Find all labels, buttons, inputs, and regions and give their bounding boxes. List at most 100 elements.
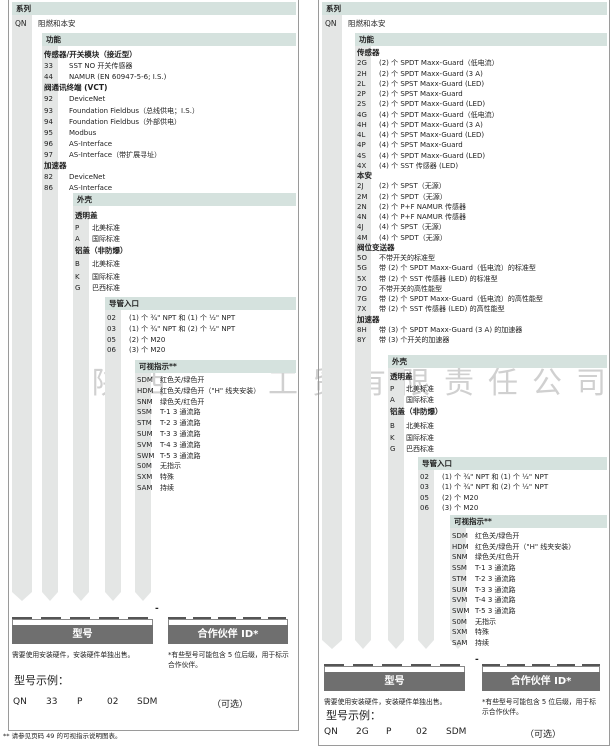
indicator-option-description: 无指示 — [160, 462, 181, 471]
indicator-option-code: HDM — [452, 542, 469, 551]
functions-option-code: 94 — [44, 117, 53, 126]
functions-option-description: (2) 个 P+F NAMUR 传感器 — [379, 202, 466, 211]
indicator-option-code: SSM — [452, 564, 467, 573]
functions-option-description: (4) 个 SPDT Maxx-Guard (3 A) — [379, 120, 483, 129]
indicator-option-description: 红色关/绿色开（"H" 线夹安装） — [160, 386, 261, 395]
indicator-option-code: S0M — [137, 462, 152, 471]
series-description: 阻燃和本安 — [348, 19, 386, 28]
functions-option-code: 2J — [357, 182, 364, 191]
indicator-option-description: T-4 3 通流路 — [475, 596, 516, 605]
housing-option-code: B — [390, 421, 395, 430]
model-example-label: 型号示例： — [14, 674, 69, 687]
indicator-option-description: 红色关/绿色开 — [475, 532, 520, 540]
partner-id-note: *有些型号可能包含 5 位后缀，用于标示合作伙伴。 — [482, 698, 596, 716]
functions-option-description: (2) 个 SPDT（无源） — [379, 192, 447, 201]
functions-option-description: 不带开关的标准型 — [379, 254, 435, 262]
conduit-option-description: (3) 个 M20 — [129, 346, 166, 355]
conduit-option-description: (1) 个 ¾" NPT 和 (2) 个 ½" NPT — [442, 483, 549, 492]
indicator-option-description: T-3 3 通流路 — [160, 430, 201, 438]
functions-option-code: 92 — [44, 95, 53, 104]
conduit-option-code: 03 — [107, 324, 116, 333]
indicator-option-code: SSM — [137, 408, 152, 417]
model-example-part: P — [77, 697, 83, 707]
partner-digit-blank — [193, 617, 211, 619]
functions-option-code: 2P — [357, 90, 366, 98]
partner-digit-blank — [482, 664, 500, 666]
functions-option-description: (4) 个 SPDT Maxx-Guard（低电流） — [379, 110, 499, 119]
conduit-option-code: 02 — [107, 314, 116, 322]
indicator-option-description: 红色关/绿色开（"H" 线夹安装） — [475, 542, 576, 551]
functions-option-description: 带 (2) 个 SST 传感器 (LED) 的标准型 — [379, 274, 498, 283]
housing-option-description: 国际标准 — [406, 396, 434, 404]
indicator-option-code: SXM — [137, 473, 153, 482]
housing-option-description: 国际标准 — [92, 272, 120, 281]
functions-option-code: 4X — [357, 161, 367, 170]
indicator-option-code: SNM — [137, 397, 153, 406]
functions-option-description: 不带开关的高性能型 — [379, 284, 442, 293]
functions-option-description: (4) 个 SPST Maxx-Guard — [379, 141, 463, 150]
functions-option-description: SST NO 开关传感器 — [69, 62, 133, 71]
functions-subheading: 加速器 — [357, 314, 380, 324]
functions-option-description: (2) 个 SPST Maxx-Guard — [379, 90, 463, 98]
functions-option-description: 带 (2) 个 SPDT Maxx-Guard（低电流）的标准型 — [379, 264, 536, 273]
housing-option-description: 国际标准 — [92, 235, 120, 243]
indicator-option-code: S0M — [452, 617, 467, 626]
functions-option-description: NAMUR (EN 60947-5-6; I.S.) — [69, 73, 167, 82]
model-digit-blank — [324, 664, 344, 666]
functions-option-code: 5X — [357, 274, 367, 283]
functions-option-description: 带 (3) 个开关的加速器 — [379, 336, 450, 344]
indicator-option-description: 绿色关/红色开 — [475, 553, 520, 562]
functions-option-code: 93 — [44, 106, 53, 115]
functions-option-description: (4) 个 SPST（无源） — [379, 223, 446, 232]
partner-id-note: *有些型号可能包含 5 位后缀，用于标示合作伙伴。 — [168, 651, 289, 669]
functions-option-code: 5O — [357, 254, 367, 262]
model-label-bar: 型号 — [12, 625, 153, 644]
model-digit-blank — [41, 617, 61, 619]
functions-option-code: 82 — [44, 173, 53, 182]
partner-digit-blank — [507, 664, 525, 666]
functions-option-description: (2) 个 SPDT Maxx-Guard (3 A) — [379, 69, 483, 78]
partner-id-bar: 合作伙伴 ID* — [168, 625, 288, 644]
partner-digit-blank — [268, 617, 286, 619]
indicator-option-description: T-4 3 通流路 — [160, 440, 201, 449]
housing-option-code: K — [390, 433, 395, 442]
housing-subheading: 铝盖（非防爆） — [75, 245, 128, 255]
housing-header: 外壳 — [388, 355, 607, 368]
indicator-option-description: T-5 3 通流路 — [475, 606, 516, 615]
series-column — [322, 2, 342, 649]
partner-digit-blank — [557, 664, 575, 666]
model-bracket — [12, 619, 153, 626]
conduit-option-code: 05 — [420, 493, 429, 502]
functions-option-code: 2G — [357, 59, 367, 68]
conduit-option-code: 05 — [107, 335, 116, 344]
indicator-option-code: STM — [452, 574, 467, 583]
housing-option-description: 巴西标准 — [406, 444, 434, 453]
partner-digit-blank — [532, 664, 550, 666]
conduit-column — [418, 457, 434, 649]
housing-subheading: 透明盖 — [390, 372, 413, 381]
model-separator: - — [155, 604, 159, 614]
partner-digit-blank — [582, 664, 600, 666]
indicator-option-code: SUM — [452, 585, 468, 594]
indicator-option-description: 无指示 — [475, 617, 496, 626]
functions-option-code: 2M — [357, 192, 368, 201]
indicator-option-description: T-2 3 通流路 — [160, 419, 201, 428]
functions-header: 功能 — [355, 33, 607, 46]
model-label-bar: 型号 — [324, 672, 465, 691]
housing-option-description: 北美标准 — [406, 421, 434, 430]
functions-option-description: Modbus — [69, 128, 97, 137]
series-code: QN — [325, 19, 337, 28]
functions-option-code: 97 — [44, 150, 53, 159]
partner-bracket — [168, 619, 288, 626]
model-digit-blank — [12, 617, 32, 619]
indicator-option-code: SWM — [452, 606, 470, 615]
indicator-option-code: SVM — [137, 440, 153, 449]
indicator-option-code: SXM — [452, 628, 468, 637]
series-column — [12, 2, 32, 601]
functions-column — [355, 33, 371, 649]
partner-digit-blank — [168, 617, 186, 619]
functions-option-code: 4G — [357, 110, 367, 119]
housing-option-description: 北美标准 — [92, 259, 120, 268]
model-digit-blank — [128, 617, 148, 619]
housing-subheading: 透明盖 — [75, 211, 98, 220]
